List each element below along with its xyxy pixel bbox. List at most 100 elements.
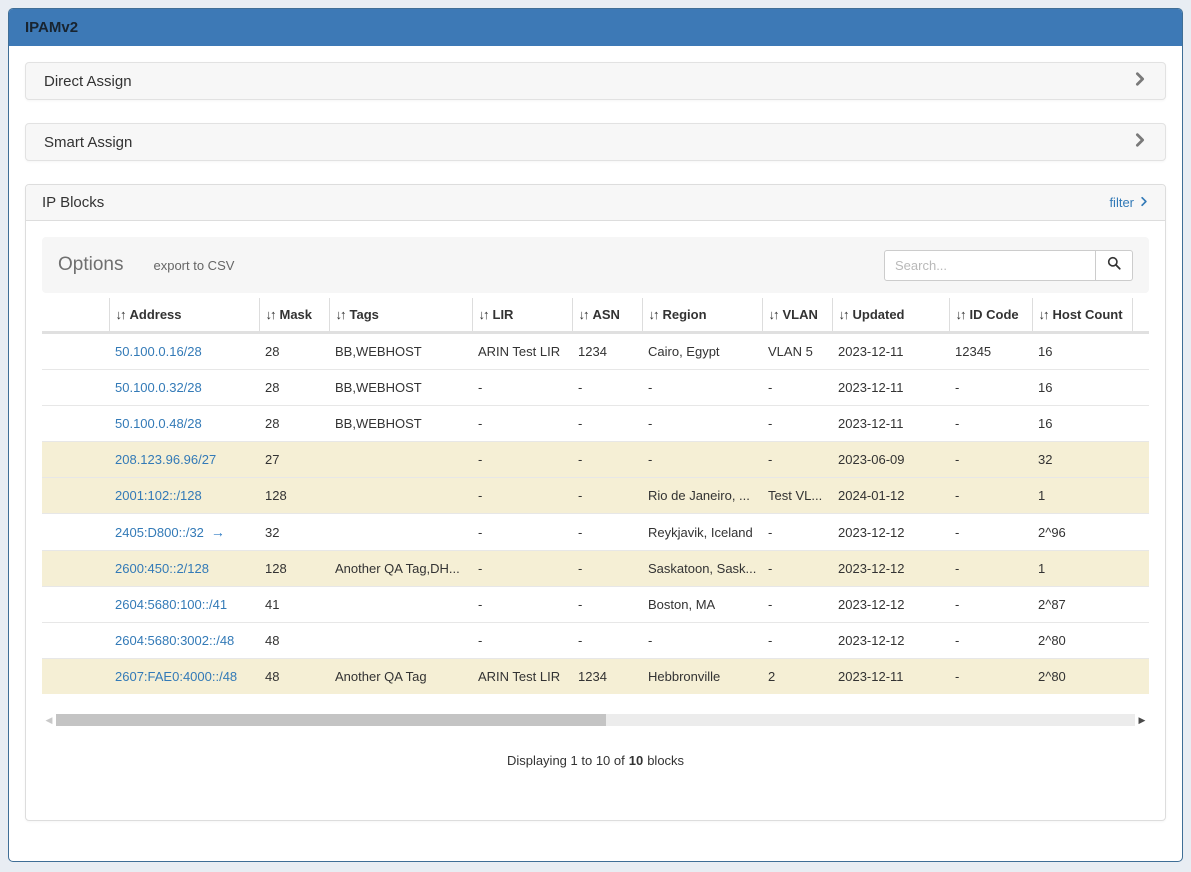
panel-smart-assign[interactable]: Smart Assign bbox=[25, 123, 1166, 161]
host-count-cell: 2^80 bbox=[1032, 659, 1132, 695]
address-cell: 50.100.0.48/28 bbox=[109, 406, 259, 442]
address-link[interactable]: 208.123.96.96/27 bbox=[115, 452, 216, 467]
column-header-vlan[interactable]: ↓↑VLAN bbox=[762, 298, 832, 333]
mask-cell: 32 bbox=[259, 514, 329, 551]
column-label: Updated bbox=[853, 307, 905, 322]
asn-cell: - bbox=[572, 442, 642, 478]
pagination-suffix: blocks bbox=[647, 753, 684, 768]
vlan-cell: - bbox=[762, 587, 832, 623]
app-title: IPAMv2 bbox=[25, 19, 78, 36]
id-code-cell: - bbox=[949, 659, 1032, 695]
row-spacer-cell bbox=[42, 623, 109, 659]
column-header-id-code[interactable]: ↓↑ID Code bbox=[949, 298, 1032, 333]
vlan-cell: Test VL... bbox=[762, 478, 832, 514]
address-cell: 2001:102::/128 bbox=[109, 478, 259, 514]
column-label: ID Code bbox=[970, 307, 1019, 322]
address-link[interactable]: 2405:D800::/32 bbox=[115, 525, 204, 540]
vlan-cell: - bbox=[762, 442, 832, 478]
host-count-cell: 2^80 bbox=[1032, 623, 1132, 659]
sort-icon: ↓↑ bbox=[839, 307, 848, 322]
table-row: 2607:FAE0:4000::/4848Another QA TagARIN … bbox=[42, 659, 1149, 695]
panel-direct-assign-label: Direct Assign bbox=[44, 73, 132, 90]
scroll-right-arrow-icon[interactable]: ▶ bbox=[1135, 713, 1149, 727]
region-cell: Hebbronville bbox=[642, 659, 762, 695]
search-input[interactable] bbox=[884, 250, 1096, 281]
host-count-cell: 16 bbox=[1032, 370, 1132, 406]
horizontal-scrollbar[interactable]: ◀ ▶ bbox=[42, 713, 1149, 727]
updated-cell: 2023-12-11 bbox=[832, 406, 949, 442]
column-label: Tags bbox=[350, 307, 379, 322]
row-spacer-cell bbox=[42, 587, 109, 623]
tags-cell: BB,WEBHOST bbox=[329, 370, 472, 406]
column-header-address[interactable]: ↓↑ Address bbox=[109, 298, 259, 333]
panel-direct-assign[interactable]: Direct Assign bbox=[25, 62, 1166, 100]
updated-cell: 2024-01-12 bbox=[832, 478, 949, 514]
id-code-cell: - bbox=[949, 587, 1032, 623]
address-link[interactable]: 2604:5680:3002::/48 bbox=[115, 633, 234, 648]
address-link[interactable]: 2001:102::/128 bbox=[115, 488, 202, 503]
tags-cell bbox=[329, 478, 472, 514]
column-header-mask[interactable]: ↓↑Mask bbox=[259, 298, 329, 333]
export-csv-link[interactable]: export to CSV bbox=[153, 258, 234, 273]
vlan-cell: - bbox=[762, 370, 832, 406]
lir-cell: - bbox=[472, 551, 572, 587]
search-button[interactable] bbox=[1096, 250, 1133, 281]
mask-cell: 28 bbox=[259, 406, 329, 442]
address-cell: 2604:5680:3002::/48 bbox=[109, 623, 259, 659]
app-header: IPAMv2 bbox=[9, 9, 1182, 46]
address-cell: 208.123.96.96/27 bbox=[109, 442, 259, 478]
mask-cell: 48 bbox=[259, 659, 329, 695]
column-header-lir[interactable]: ↓↑LIR bbox=[472, 298, 572, 333]
mask-cell: 28 bbox=[259, 333, 329, 370]
row-filler-cell bbox=[1132, 406, 1149, 442]
column-label: VLAN bbox=[783, 307, 818, 322]
column-header-host-count[interactable]: ↓↑Host Count bbox=[1032, 298, 1132, 333]
updated-cell: 2023-12-12 bbox=[832, 587, 949, 623]
asn-cell: - bbox=[572, 406, 642, 442]
scrollbar-track[interactable] bbox=[56, 714, 1135, 726]
scrollbar-thumb[interactable] bbox=[56, 714, 606, 726]
address-link[interactable]: 50.100.0.32/28 bbox=[115, 380, 202, 395]
region-cell: - bbox=[642, 370, 762, 406]
row-spacer-cell bbox=[42, 442, 109, 478]
lir-cell: ARIN Test LIR bbox=[472, 333, 572, 370]
address-link[interactable]: 2600:450::2/128 bbox=[115, 561, 209, 576]
updated-cell: 2023-12-11 bbox=[832, 333, 949, 370]
table-row: 50.100.0.48/2828BB,WEBHOST----2023-12-11… bbox=[42, 406, 1149, 442]
lir-cell: - bbox=[472, 370, 572, 406]
scroll-left-arrow-icon[interactable]: ◀ bbox=[42, 713, 56, 727]
column-label: Address bbox=[130, 307, 182, 322]
column-header-updated[interactable]: ↓↑ Updated bbox=[832, 298, 949, 333]
row-spacer-cell bbox=[42, 406, 109, 442]
address-link[interactable]: 50.100.0.16/28 bbox=[115, 344, 202, 359]
region-cell: - bbox=[642, 406, 762, 442]
column-header-asn[interactable]: ↓↑ ASN bbox=[572, 298, 642, 333]
table-row: 50.100.0.16/2828BB,WEBHOSTARIN Test LIR1… bbox=[42, 333, 1149, 370]
updated-cell: 2023-06-09 bbox=[832, 442, 949, 478]
column-header-region[interactable]: ↓↑Region bbox=[642, 298, 762, 333]
address-link[interactable]: 50.100.0.48/28 bbox=[115, 416, 202, 431]
host-count-cell: 16 bbox=[1032, 406, 1132, 442]
mask-cell: 128 bbox=[259, 551, 329, 587]
tags-cell bbox=[329, 587, 472, 623]
row-spacer-cell bbox=[42, 333, 109, 370]
column-spacer bbox=[42, 298, 109, 333]
table-row: 2604:5680:100::/4141--Boston, MA-2023-12… bbox=[42, 587, 1149, 623]
filter-link[interactable]: filter bbox=[1109, 195, 1149, 210]
arrow-right-icon[interactable]: → bbox=[211, 524, 225, 540]
region-cell: Reykjavik, Iceland bbox=[642, 514, 762, 551]
tags-cell bbox=[329, 442, 472, 478]
lir-cell: - bbox=[472, 623, 572, 659]
column-label: ASN bbox=[593, 307, 620, 322]
address-link[interactable]: 2607:FAE0:4000::/48 bbox=[115, 669, 237, 684]
tags-cell: BB,WEBHOST bbox=[329, 333, 472, 370]
vlan-cell: VLAN 5 bbox=[762, 333, 832, 370]
tags-cell bbox=[329, 514, 472, 551]
address-link[interactable]: 2604:5680:100::/41 bbox=[115, 597, 227, 612]
sort-icon: ↓↑ bbox=[579, 307, 588, 322]
table-row: 50.100.0.32/2828BB,WEBHOST----2023-12-11… bbox=[42, 370, 1149, 406]
column-header-tags[interactable]: ↓↑Tags bbox=[329, 298, 472, 333]
address-cell: 2600:450::2/128 bbox=[109, 551, 259, 587]
sort-icon: ↓↑ bbox=[116, 307, 125, 322]
table-row: 2001:102::/128128--Rio de Janeiro, ...Te… bbox=[42, 478, 1149, 514]
